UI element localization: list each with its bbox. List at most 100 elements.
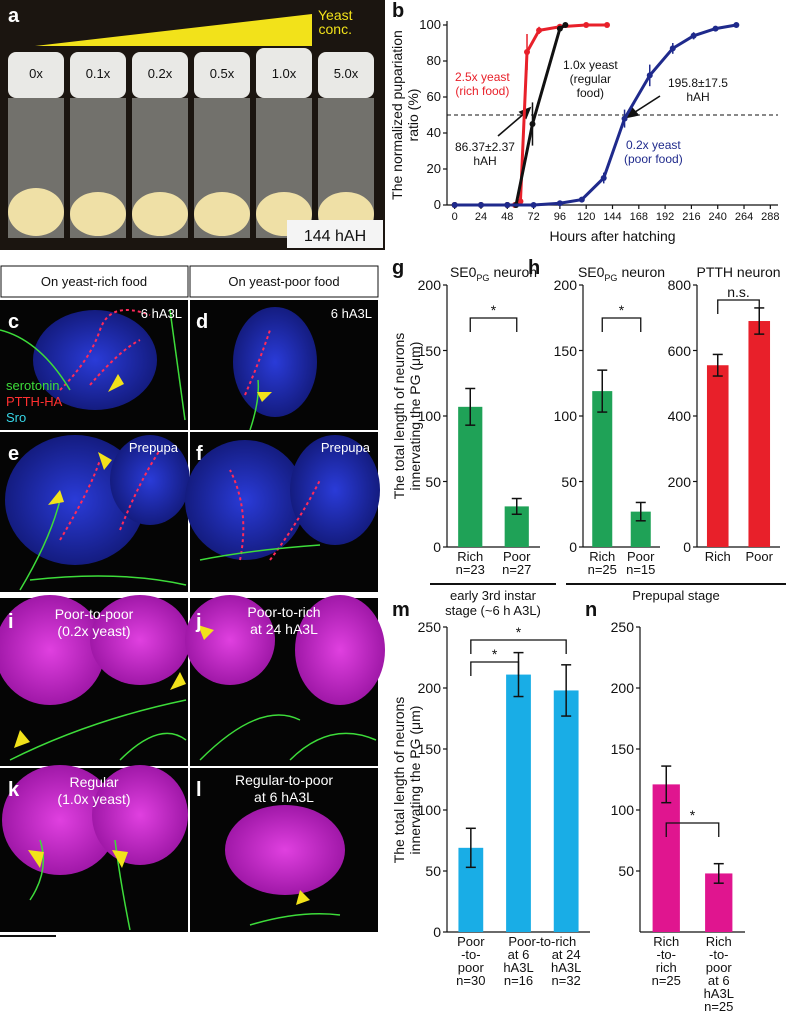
n-label: n=30 xyxy=(456,973,486,988)
point xyxy=(733,22,740,28)
significance-bracket xyxy=(470,639,567,654)
significance-label: n.s. xyxy=(727,284,750,300)
point xyxy=(604,22,611,28)
significance-bracket xyxy=(470,661,520,676)
legend-label: 1.0x yeast (regular food) xyxy=(563,58,618,100)
y-tick-label: 0 xyxy=(683,539,691,555)
point xyxy=(556,25,563,32)
panel-letter: e xyxy=(8,443,19,465)
n-label: n=16 xyxy=(503,973,534,988)
x-tick-label: 168 xyxy=(629,211,648,223)
panel-letter: g xyxy=(392,257,405,279)
x-tick-label: 24 xyxy=(474,211,488,223)
bar xyxy=(506,674,531,932)
category-block: Rich -to- poor at 6 hA3L n=25 xyxy=(704,935,734,1013)
condition-label: Poor-to-rich at 24 hA3L xyxy=(247,604,321,637)
point xyxy=(583,22,590,28)
bar xyxy=(458,406,483,547)
point xyxy=(517,198,524,205)
panel-letter: d xyxy=(196,311,208,333)
x-tick-label: 48 xyxy=(501,211,514,223)
panel-letter: m xyxy=(392,599,410,621)
x-tick-label: 72 xyxy=(527,211,540,223)
point xyxy=(530,202,537,208)
panel-letter: b xyxy=(392,0,405,22)
category-block: Rich n=23 xyxy=(456,550,485,576)
group-label: Poor-to-rich xyxy=(508,934,577,949)
stage-label: early 3rd instar stage (~6 h A3L) xyxy=(445,588,541,618)
stage-label: 6 hA3L xyxy=(141,306,182,321)
stain-label: Sro xyxy=(6,410,26,425)
y-tick-label: 150 xyxy=(553,342,577,359)
y-tick-label: 150 xyxy=(610,741,634,757)
y-tick-label: 100 xyxy=(417,408,441,424)
significance-label: * xyxy=(515,624,522,640)
bar xyxy=(630,511,651,547)
point xyxy=(562,22,569,28)
point xyxy=(621,115,628,122)
x-tick-label: Poor xyxy=(627,549,655,564)
y-tick-label: 200 xyxy=(417,277,441,293)
annotation: 86.37±2.37 hAH xyxy=(455,140,515,168)
stain-label: serotonin xyxy=(6,378,59,393)
x-tick-label: Rich -to- rich xyxy=(653,934,680,975)
panel-letter: j xyxy=(195,611,202,633)
y-tick-label: 100 xyxy=(417,802,441,818)
y-tick-label: 150 xyxy=(417,741,441,757)
y-tick-label: 20 xyxy=(426,161,441,176)
condition-label: Regular-to-poor at 6 hA3L xyxy=(234,772,334,805)
header: On yeast-rich food xyxy=(41,274,147,289)
panel-letter: k xyxy=(8,779,20,801)
panel-letter: f xyxy=(196,443,203,465)
bar xyxy=(748,321,771,547)
significance-bracket xyxy=(601,317,642,332)
concentration-label: 1.0x xyxy=(272,66,297,81)
panel-letter: i xyxy=(8,611,14,633)
x-tick-label: Poor xyxy=(503,549,531,564)
point xyxy=(578,196,585,203)
panel-letter: n xyxy=(585,599,598,621)
title-sub: PG xyxy=(476,272,490,283)
category-block: Poor xyxy=(746,550,773,563)
concentration-label: 5.0x xyxy=(334,66,359,81)
y-axis-label: The total length of neurons innervating … xyxy=(391,332,423,500)
chart-title: PTTH neuron xyxy=(696,265,780,279)
title-main: PTTH neuron xyxy=(696,264,781,280)
category-block: at 24 hA3L n=32 xyxy=(551,948,581,987)
n-label: n=25 xyxy=(704,999,734,1014)
y-tick-label: 50 xyxy=(618,863,634,879)
y-tick-label: 0 xyxy=(433,924,441,940)
x-tick-label: Rich xyxy=(704,549,731,564)
photo-cdef xyxy=(0,300,380,592)
title-sub: PG xyxy=(604,272,618,283)
point xyxy=(669,45,676,52)
y-tick-label: 0 xyxy=(433,539,441,555)
stain-label: PTTH-HA xyxy=(6,394,63,409)
point xyxy=(646,72,653,79)
title-main: SE0 xyxy=(449,264,477,280)
n-label: n=27 xyxy=(502,562,532,577)
y-tick-label: 100 xyxy=(610,802,634,818)
panel-letter: l xyxy=(196,779,202,801)
concentration-label: 0.1x xyxy=(86,66,111,81)
y-tick-label: 50 xyxy=(561,473,577,490)
bar xyxy=(553,690,579,932)
y-tick-label: 50 xyxy=(425,863,441,879)
concentration-label: 0.5x xyxy=(210,66,235,81)
x-axis-label: Hours after hatching xyxy=(549,228,676,244)
n-label: n=32 xyxy=(551,973,581,988)
point xyxy=(536,27,543,34)
concentration-label: 0x xyxy=(29,66,43,81)
x-tick-label: Rich xyxy=(589,549,616,564)
title-rest: neuron xyxy=(621,264,666,280)
condition-label: Poor-to-poor (0.2x yeast) xyxy=(54,606,134,639)
category-block: Poor -to- poor n=30 xyxy=(456,935,485,987)
x-tick-label: Rich -to- poor at 6 hA3L xyxy=(703,934,734,1001)
photo-ijkl xyxy=(0,595,385,937)
y-tick-label: 200 xyxy=(417,680,441,696)
significance-bracket xyxy=(665,822,720,837)
stage-label: 6 hA3L xyxy=(331,306,372,321)
point xyxy=(504,202,511,208)
time-label: 144 hAH xyxy=(304,228,366,245)
